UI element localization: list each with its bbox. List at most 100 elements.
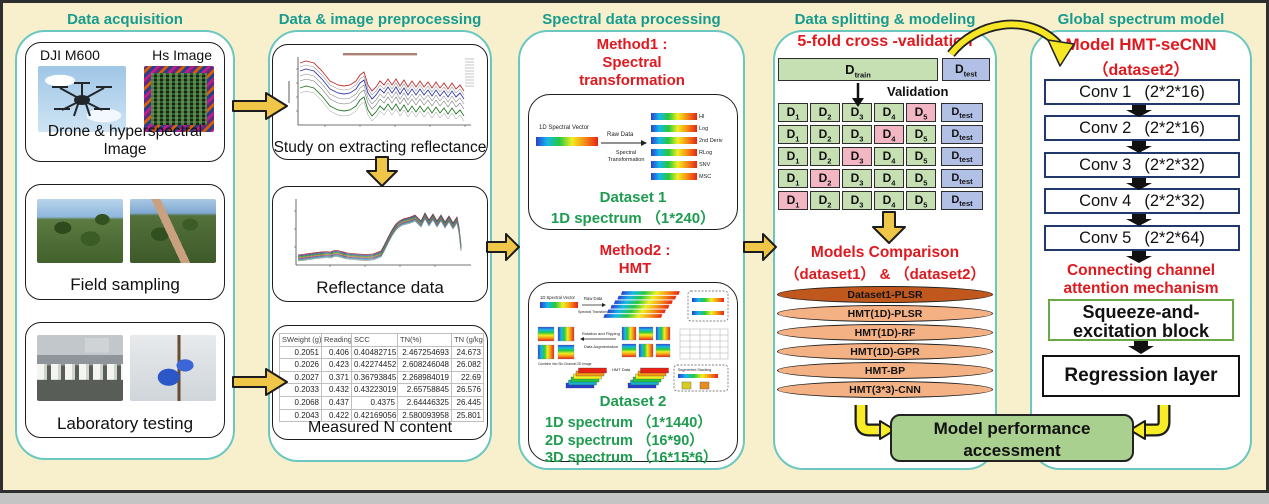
dataset1-title: Dataset 1 xyxy=(599,189,667,206)
drone-photo xyxy=(38,66,126,132)
fold-cell: D4 xyxy=(874,103,904,122)
conv-layer-1: Conv 1 (2*2*16) xyxy=(1044,79,1240,105)
dtrain-label: D xyxy=(845,62,855,77)
transformed-bar xyxy=(651,125,697,132)
field-photo-2 xyxy=(130,199,216,263)
drone-hs-box: DJI M600 Hs Image Drone & hyperspectral … xyxy=(25,42,225,162)
fold-cell: D2 xyxy=(810,125,840,144)
fold-cell: D5 xyxy=(906,103,936,122)
model-ellipse: HMT(1D)-GPR xyxy=(777,343,993,360)
attention-line1: Connecting channel xyxy=(1066,262,1216,279)
bar-label: SNV xyxy=(699,162,711,168)
reflectance-caption: Reflectance data xyxy=(316,278,444,297)
dataset1-line: 1D spectrum （1*240） xyxy=(550,210,716,227)
method1-heading: Method1 : Spectral transformation xyxy=(548,36,716,90)
model-ellipse: HMT-BP xyxy=(777,362,993,379)
table-cell: 0.4375 xyxy=(352,396,398,410)
fold-cell: D5 xyxy=(906,169,936,188)
conv-layer-3: Conv 3 (2*2*32) xyxy=(1044,152,1240,178)
rotation-flipping-label: Rotation and Flipping xyxy=(582,331,620,336)
hmt-spectral-transformation-label: Spectral Transformation xyxy=(578,310,616,314)
model-ellipse: Dataset1-PLSR xyxy=(777,286,993,303)
drone-silhouette xyxy=(52,82,112,117)
fold-cell: D4 xyxy=(874,169,904,188)
hyperspectral-image-thumb xyxy=(144,66,214,132)
performance-box: Model performance accessment xyxy=(890,414,1134,462)
hmt-stack-2 xyxy=(627,367,669,389)
table-cell: 0.2026 xyxy=(280,359,322,372)
table-cell: 0.423 xyxy=(322,359,352,372)
fold-cell: D2 xyxy=(810,191,840,210)
transform-arrow xyxy=(601,140,647,146)
fold-cell: D1 xyxy=(778,191,808,210)
fold-cell: D3 xyxy=(842,169,872,188)
fold-cell: D3 xyxy=(842,125,872,144)
hmt-raw-data-label: Raw Data xyxy=(584,296,603,301)
fold-cell: D5 xyxy=(906,125,936,144)
study-reflectance-box: Study on extracting reflectance xyxy=(272,44,488,160)
col5-title: Global spectrum model xyxy=(1057,11,1225,28)
table-cell: 22.69 xyxy=(452,371,484,385)
conv-layer-4: Conv 4 (2*2*32) xyxy=(1044,188,1240,214)
table-cell: 0.2027 xyxy=(280,371,322,385)
model-ellipse: HMT(1D)-PLSR xyxy=(777,305,993,322)
transformed-bar xyxy=(651,137,697,144)
table-cell: 26.445 xyxy=(452,396,484,410)
table-cell: 24.673 xyxy=(452,346,484,360)
comparison-sub: （dataset1） & （dataset2） xyxy=(784,266,986,283)
n-content-table: SWeight (g) Reading SCC TN(%) TN (g/kg) … xyxy=(279,333,484,423)
method2-heading: Method2 : HMT xyxy=(570,242,700,278)
method1-sub: Spectral transformation xyxy=(579,54,685,89)
study-caption: Study on extracting reflectance xyxy=(273,139,487,156)
reflectance-plot xyxy=(294,199,471,267)
bar-label: RLog xyxy=(699,150,713,156)
dataset2-line: 3D spectrum （16*15*6） xyxy=(545,450,718,466)
fold-test-cell: Dtest xyxy=(941,103,983,122)
transformed-bar xyxy=(651,149,697,156)
table-header-cell: SWeight (g) xyxy=(280,334,322,347)
model-ellipse: HMT(1D)-RF xyxy=(777,324,993,341)
fold-cell: D1 xyxy=(778,169,808,188)
col2-title: Data & image preprocessing xyxy=(278,11,482,28)
table-cell: 0.2043 xyxy=(280,409,322,423)
col4-title: Data splitting & modeling xyxy=(794,11,976,28)
dataset2-line: 1D spectrum （1*1440） xyxy=(545,415,712,431)
fold-test-cell: Dtest xyxy=(941,125,983,144)
table-cell: 0.43223019 xyxy=(352,384,398,397)
validation-label: Validation xyxy=(887,84,949,99)
table-cell: 0.422 xyxy=(322,409,352,423)
fold-cell: D2 xyxy=(810,169,840,188)
table-cell: 0.42169056 xyxy=(352,409,398,423)
dataset2-line: 2D spectrum （16*90） xyxy=(545,433,704,449)
attention-line2: attention mechanism xyxy=(1063,280,1219,297)
table-cell: 0.437 xyxy=(322,396,352,410)
conv-layer-2: Conv 2 (2*2*16) xyxy=(1044,115,1240,141)
table-cell: 0.2068 xyxy=(280,396,322,410)
bar-label: Log xyxy=(699,126,709,132)
fold-cell: D5 xyxy=(906,191,936,210)
dataset2-title: Dataset 2 xyxy=(599,393,667,410)
fold-cell: D2 xyxy=(810,103,840,122)
se-line2: excitation block xyxy=(1072,321,1210,341)
cv-title: 5-fold cross -validation xyxy=(797,33,973,50)
regression-layer-box: Regression layer xyxy=(1042,355,1240,397)
table-header-cell: SCC xyxy=(352,334,398,347)
combine-label: Combine into Six-Channel 2D Image xyxy=(538,362,592,366)
box1-caption: Drone & hyperspectral Image xyxy=(47,123,203,158)
tile-grid xyxy=(621,326,671,358)
dtest-sub: test xyxy=(963,69,977,79)
method1-diagram-box: 1D Spectral Vector Raw Data Spectral Tra… xyxy=(528,94,738,230)
table-cell: 2.64446325 xyxy=(398,396,452,410)
transformed-bar xyxy=(651,173,697,180)
spectral-vector-bar xyxy=(536,137,598,146)
hmt-vector-label: 1D Spectral Vector xyxy=(540,295,576,300)
fold-cell: D4 xyxy=(874,147,904,166)
bar-label: MSC xyxy=(699,174,712,180)
comparison-title: Models Comparison xyxy=(810,244,960,261)
box2-caption: Field sampling xyxy=(70,275,180,294)
spectral-transformation-label: Spectral Transformation xyxy=(607,150,645,163)
fold-test-cell: Dtest xyxy=(941,191,983,210)
table-cell: 2.268984019 xyxy=(398,371,452,385)
fold-cell: D1 xyxy=(778,103,808,122)
